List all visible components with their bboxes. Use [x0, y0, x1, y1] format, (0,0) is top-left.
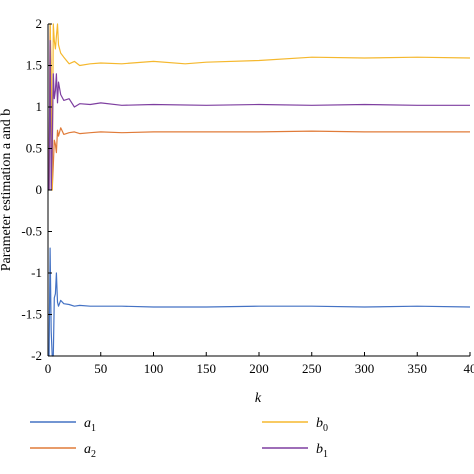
x-tick-label: 250 — [302, 361, 322, 376]
legend-label-a2: a2 — [84, 442, 96, 460]
legend-label-b0: b0 — [316, 416, 328, 434]
legend-label-b1: b1 — [316, 442, 328, 460]
y-axis-label: Parameter estimation a and b — [0, 109, 14, 272]
series-line-b1 — [48, 39, 470, 191]
y-tick-label: 2 — [36, 16, 43, 31]
x-tick-label: 150 — [197, 361, 217, 376]
axes: 0 50 100 150 200 250 300 350 40 -2 -1.5 -1 -0.5 0 0.5 1… — [21, 16, 474, 376]
x-tick-label: 40 — [464, 361, 474, 376]
x-tick-label: 200 — [249, 361, 269, 376]
y-tick-label: 1.5 — [26, 58, 42, 73]
x-tick-label: 300 — [355, 361, 375, 376]
legend-label-a1: a1 — [84, 416, 96, 434]
y-tick-label: -1 — [31, 265, 42, 280]
plot-area — [48, 23, 471, 357]
x-tick-label: 350 — [408, 361, 428, 376]
y-tick-label: 0 — [36, 182, 43, 197]
y-tick-label: -0.5 — [21, 224, 42, 239]
y-tick-label: 1 — [36, 99, 43, 114]
x-tick-label: 100 — [144, 361, 164, 376]
series-line-b0 — [49, 23, 471, 191]
series-line-a2 — [48, 23, 470, 191]
y-tick-label: 0.5 — [26, 141, 42, 156]
x-tick-label: 50 — [94, 361, 107, 376]
x-axis-label: k — [255, 391, 262, 406]
x-tick-label: 0 — [45, 361, 52, 376]
y-tick-label: -2 — [31, 348, 42, 363]
legend: a1 a2 b0 b1 — [30, 416, 328, 460]
y-tick-label: -1.5 — [21, 307, 42, 322]
